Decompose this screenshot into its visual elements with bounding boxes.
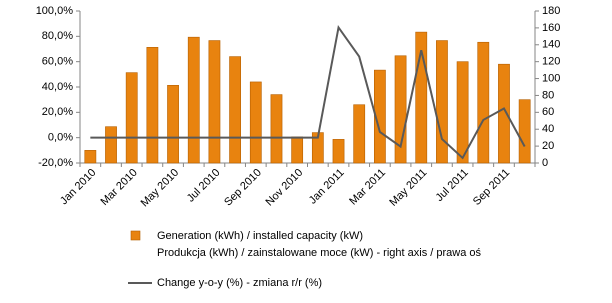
bar xyxy=(518,99,531,164)
bar xyxy=(332,139,345,164)
line xyxy=(90,24,526,160)
bar xyxy=(146,47,159,164)
y-tick-label: 40,0% xyxy=(42,81,73,93)
y2-tick-label: 160 xyxy=(542,22,560,34)
x-tick-label: Sep 2011 xyxy=(471,167,512,208)
y2-tick-label: 20 xyxy=(542,140,554,152)
x-tick-label: Jul 2011 xyxy=(433,167,470,204)
y-tick-label: 0,0% xyxy=(48,132,73,144)
y2-tick-label: 0 xyxy=(542,157,548,169)
bar xyxy=(270,94,283,164)
bar xyxy=(167,85,179,164)
x-tick-label: Jan 2010 xyxy=(58,167,98,207)
legend-label: Change y-o-y (%) - zmiana r/r (%) xyxy=(157,277,322,289)
bar xyxy=(353,104,366,164)
y2-tick-label: 120 xyxy=(542,56,560,68)
y2-tick-label: 180 xyxy=(542,5,560,17)
x-tick-label: Mar 2011 xyxy=(347,167,388,208)
y2-tick-label: 60 xyxy=(542,106,554,118)
legend-label: Generation (kWh) / installed capacity (k… xyxy=(157,230,363,242)
bar xyxy=(394,55,407,164)
x-tick-label: Nov 2010 xyxy=(264,167,306,209)
bar xyxy=(415,31,428,164)
legend-swatch xyxy=(130,230,141,241)
legend-label: Produkcja (kWh) / zainstalowane moce (kW… xyxy=(157,247,481,259)
bar xyxy=(125,72,138,164)
bar xyxy=(436,40,448,164)
y-tick-label: 20,0% xyxy=(42,106,73,118)
y2-tick-label: 140 xyxy=(542,39,560,51)
y-tick-label: -20,0% xyxy=(38,157,73,169)
bar xyxy=(291,136,304,164)
bar xyxy=(105,126,117,164)
bar xyxy=(187,36,200,164)
x-tick-label: May 2010 xyxy=(139,167,182,210)
x-tick-label: Sep 2010 xyxy=(222,167,264,209)
x-tick-label: May 2011 xyxy=(387,167,429,209)
y-tick-label: 60,0% xyxy=(42,56,73,68)
bar xyxy=(498,63,510,164)
x-tick-label: Mar 2010 xyxy=(99,167,140,208)
y-tick-label: 100,0% xyxy=(36,5,74,17)
y2-tick-label: 100 xyxy=(542,72,560,84)
bar xyxy=(84,150,97,164)
y2-tick-label: 80 xyxy=(542,89,554,101)
x-tick-label: Jan 2011 xyxy=(307,167,347,207)
y-tick-label: 80,0% xyxy=(42,30,73,42)
x-tick-label: Jul 2010 xyxy=(185,167,223,205)
bar xyxy=(208,40,221,164)
y2-tick-label: 40 xyxy=(542,123,554,135)
bar xyxy=(477,41,490,164)
bar xyxy=(456,61,469,164)
bar xyxy=(229,56,241,164)
bar xyxy=(249,81,262,164)
bar xyxy=(374,69,386,164)
